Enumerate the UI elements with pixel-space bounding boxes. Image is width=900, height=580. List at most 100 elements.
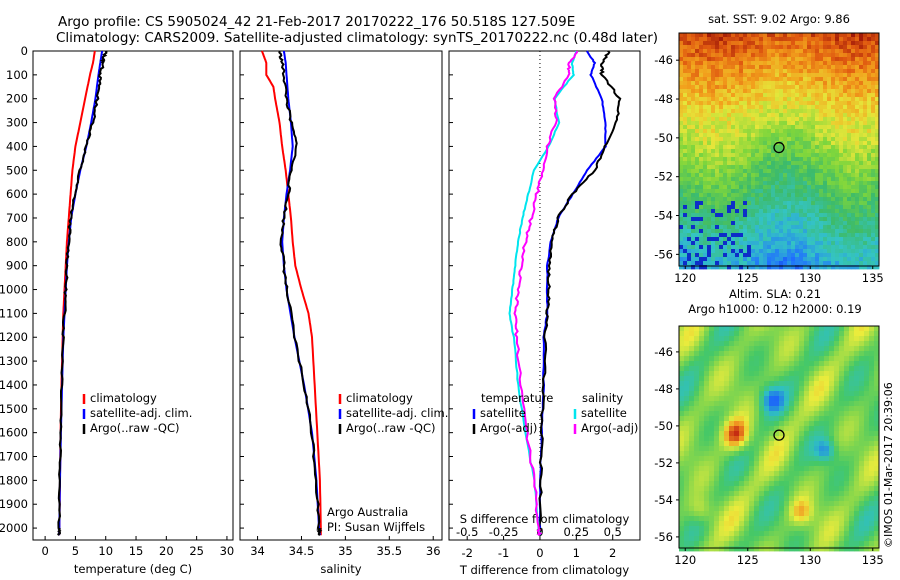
map-cell (759, 331, 765, 337)
map-cell (779, 249, 784, 254)
map-cell (823, 237, 828, 242)
map-cell (743, 77, 748, 82)
map-cell (743, 73, 748, 78)
map-title: Altim. SLA: 0.21 (729, 287, 821, 301)
map-cell (803, 41, 808, 46)
map-cell (831, 145, 836, 150)
map-cell (859, 386, 865, 392)
map-cell (769, 546, 775, 552)
map-cell (683, 97, 688, 102)
map-cell (875, 241, 880, 246)
map-cell (787, 137, 792, 142)
map-cell (747, 101, 752, 106)
map-cell (815, 117, 820, 122)
map-cell (783, 89, 788, 94)
map-cell (867, 105, 872, 110)
map-cell (859, 241, 864, 246)
map-cell (759, 416, 765, 422)
map-cell (754, 471, 760, 477)
map-field (679, 326, 880, 552)
map-cell (759, 109, 764, 114)
map-cell (843, 113, 848, 118)
map-cell (747, 109, 752, 114)
map-cell (747, 185, 752, 190)
map-cell (679, 249, 684, 254)
map-cell (755, 201, 760, 206)
map-cell (759, 225, 764, 230)
map-cell (714, 351, 720, 357)
map-cell (799, 361, 805, 367)
map-cell (823, 153, 828, 158)
map-cell (847, 45, 852, 50)
map-cell (811, 193, 816, 198)
map-cell (687, 245, 692, 250)
map-cell (679, 181, 684, 186)
map-cell (755, 65, 760, 70)
map-cell (679, 265, 684, 270)
map-cell (704, 506, 710, 512)
map-cell (815, 105, 820, 110)
map-cell (729, 401, 735, 407)
map-cell (815, 193, 820, 198)
map-cell (803, 101, 808, 106)
map-cell (839, 371, 845, 377)
map-cell (764, 541, 770, 547)
map-cell (843, 85, 848, 90)
map-cell (774, 421, 780, 427)
map-cell (789, 466, 795, 472)
map-cell (814, 546, 820, 552)
map-cell (863, 65, 868, 70)
map-cell (759, 461, 765, 467)
map-cell (867, 157, 872, 162)
map-cell (734, 546, 740, 552)
map-cell (819, 361, 825, 367)
map-cell (794, 536, 800, 542)
map-cell (874, 421, 880, 427)
map-cell (703, 233, 708, 238)
map-cell (707, 257, 712, 262)
map-cell (851, 77, 856, 82)
map-cell (739, 81, 744, 86)
map-cell (743, 193, 748, 198)
map-cell (771, 241, 776, 246)
map-cell (867, 121, 872, 126)
map-cell (771, 209, 776, 214)
map-cell (744, 456, 750, 462)
map-cell (794, 521, 800, 527)
map-cell (803, 129, 808, 134)
map-cell (763, 97, 768, 102)
map-cell (763, 237, 768, 242)
map-cell (787, 33, 792, 38)
map-cell (799, 105, 804, 110)
map-cell (863, 241, 868, 246)
map-cell (711, 205, 716, 210)
map-cell (739, 456, 745, 462)
map-cell (859, 391, 865, 397)
map-cell (871, 181, 876, 186)
map-cell (739, 133, 744, 138)
map-cell (824, 461, 830, 467)
map-cell (691, 205, 696, 210)
map-cell (695, 57, 700, 62)
map-cell (694, 341, 700, 347)
map-cell (875, 41, 880, 46)
map-cell (859, 336, 865, 342)
map-cell (683, 157, 688, 162)
map-cell (754, 391, 760, 397)
map-cell (727, 221, 732, 226)
map-cell (864, 446, 870, 452)
map-cell (779, 331, 785, 337)
map-cell (864, 476, 870, 482)
map-cell (799, 109, 804, 114)
map-cell (831, 237, 836, 242)
map-cell (807, 189, 812, 194)
map-cell (799, 129, 804, 134)
map-cell (711, 81, 716, 86)
map-cell (747, 197, 752, 202)
map-cell (689, 396, 695, 402)
map-cell (703, 37, 708, 42)
map-cell (835, 109, 840, 114)
map-cell (707, 161, 712, 166)
map-cell (699, 516, 705, 522)
map-cell (804, 476, 810, 482)
